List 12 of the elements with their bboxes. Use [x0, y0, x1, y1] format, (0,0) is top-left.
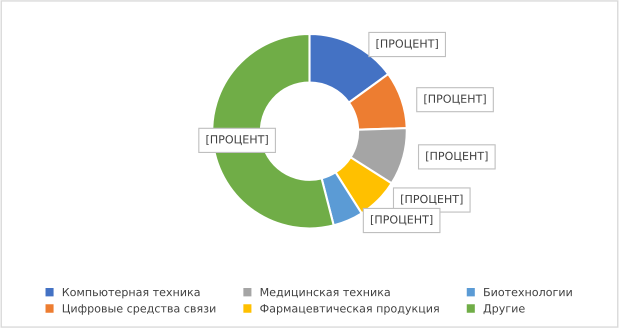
data-label: [ПРОЦЕНТ] [376, 39, 438, 50]
legend-label: Компьютерная техника [62, 288, 200, 298]
data-label: [ПРОЦЕНТ] [401, 194, 462, 205]
legend-label: Другие [484, 304, 525, 315]
data-label: [ПРОЦЕНТ] [424, 94, 486, 104]
legend-label: Цифровые средства связи [62, 304, 216, 315]
legend-label: Биотехнологии [484, 288, 572, 296]
legend-label: Медицинская техника [260, 288, 390, 298]
data-label: [ПРОЦЕНТ] [426, 151, 488, 162]
legend-label: Фармацевтическая продукция [260, 304, 439, 315]
data-label: [ПРОЦЕНТ] [370, 215, 432, 226]
data-label: [ПРОЦЕНТ] [206, 134, 268, 146]
